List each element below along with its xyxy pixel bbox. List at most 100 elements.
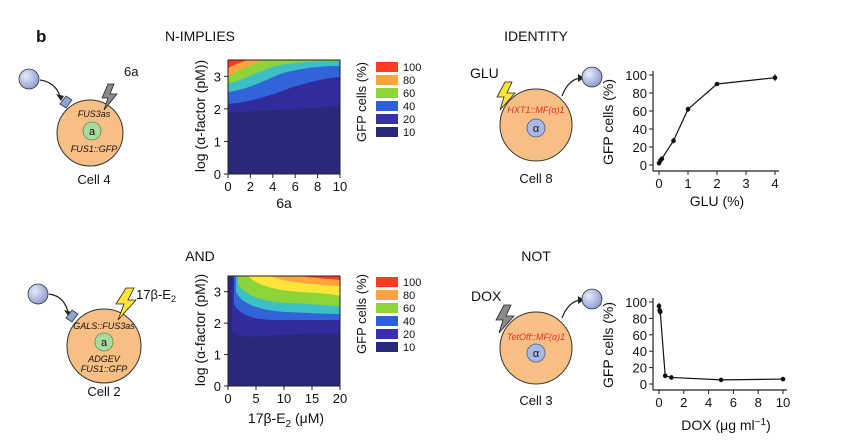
and-ylabel: log (α-factor (pM)) [192, 274, 208, 386]
nimplies-xlabel: 6a [276, 195, 292, 211]
data-point [780, 376, 786, 382]
heatmap-band-80 [270, 276, 340, 286]
lightning-bolt-icon [496, 81, 516, 111]
and-inner-label: a [101, 337, 108, 349]
heatmap-band-60 [228, 60, 340, 84]
x-tick-label: 3 [742, 176, 749, 191]
y-tick-label: 1 [214, 134, 221, 149]
nimplies-input-label: 6a [124, 64, 139, 79]
inner-alpha-circle [526, 343, 546, 363]
colorbar-label: 20 [403, 114, 415, 126]
colorbar-label: 80 [403, 75, 415, 87]
x-tick-label: 1 [684, 176, 691, 191]
inner-a-circle [82, 121, 102, 141]
x-tick-label: 15 [305, 391, 319, 406]
colorbar-label: 10 [403, 127, 415, 139]
ligand-sphere-icon [27, 283, 49, 305]
colorbar-label: 40 [403, 316, 415, 328]
y-tick-label: 0 [214, 167, 221, 182]
colorbar-swatch [376, 114, 398, 124]
y-tick-label: 1 [214, 348, 221, 363]
y-tick-label: 60 [633, 104, 647, 119]
identity-title: IDENTITY [504, 28, 568, 44]
receptor-icon [65, 309, 79, 323]
colorbar-label: 100 [403, 277, 421, 289]
identity-input-label: GLU [470, 65, 499, 81]
not-input-label: DOX [471, 288, 502, 304]
colorbar-label: 20 [403, 329, 415, 341]
x-tick-label: 8 [755, 395, 762, 410]
y-tick-label: 40 [633, 122, 647, 137]
x-tick-label: 0 [655, 395, 662, 410]
inner-a-circle [94, 332, 114, 352]
nimplies-colorbar-title: GFP cells (%) [354, 62, 369, 142]
not-xlabel: DOX (μg ml−1) [681, 417, 770, 433]
ligand-sphere-icon [18, 68, 40, 90]
not-title: NOT [521, 248, 551, 264]
data-point [656, 303, 662, 309]
y-tick-label: 2 [214, 316, 221, 331]
not-inner-label: α [533, 348, 540, 360]
x-tick-label: 2 [680, 395, 687, 410]
y-tick-label: 0 [640, 377, 647, 392]
data-point [662, 373, 668, 379]
y-tick-label: 3 [214, 69, 221, 84]
x-tick-label: 0 [224, 179, 231, 194]
identity-cell-diagram: GLU HXT1::MF(α)1 α Cell 8 [470, 65, 603, 186]
y-tick-label: 0 [640, 158, 647, 173]
y-tick-label: 40 [633, 344, 647, 359]
and-xlabel: 17β-E2 (μM) [248, 410, 324, 430]
and-cell-label: Cell 2 [87, 384, 120, 399]
colorbar-swatch [376, 329, 398, 339]
series-line [658, 306, 784, 381]
lightning-bolt-icon [115, 287, 137, 321]
nimplies-gene-top: FUS3as [78, 109, 111, 119]
data-point [659, 156, 665, 161]
data-point [772, 75, 778, 80]
arrow-icon [561, 299, 581, 319]
colorbar-swatch [376, 88, 398, 98]
and-axes: 0 5 10 15 20 0 1 2 3 [214, 275, 347, 406]
lightning-bolt-icon [101, 83, 118, 111]
x-tick-label: 20 [333, 391, 347, 406]
colorbar-swatch [376, 127, 398, 137]
x-tick-label: 4 [705, 395, 712, 410]
plot-frame [227, 59, 341, 175]
identity-inner-label: α [533, 123, 540, 135]
x-tick-label: 10 [277, 391, 291, 406]
y-tick-label: 3 [214, 285, 221, 300]
and-heatmap: 0 5 10 15 20 0 1 2 3 [214, 275, 347, 406]
x-tick-label: 6 [730, 395, 737, 410]
colorbar-label: 80 [403, 290, 415, 302]
x-tick-label: 0 [224, 391, 231, 406]
and-gene-bottom: FUS1::GFP [81, 364, 128, 374]
colorbar-swatch [376, 316, 398, 326]
identity-cell-label: Cell 8 [519, 171, 552, 186]
nimplies-cell-diagram: 6a FUS3as a FUS1::GFP Cell 4 [18, 64, 139, 187]
not-gene-top: TetOff::MF(α)1 [507, 332, 565, 342]
identity-ylabel: GFP cells (%) [600, 79, 616, 165]
y-tick-label: 0 [214, 379, 221, 394]
lightning-bolt-icon [495, 304, 515, 334]
identity-gene-top: HXT1::MF(α)1 [507, 105, 564, 115]
y-tick-label: 100 [625, 295, 647, 310]
ligand-sphere-icon [581, 288, 603, 310]
arrow-icon [48, 293, 69, 313]
arrow-head-icon [578, 296, 584, 304]
y-tick-label: 80 [633, 311, 647, 326]
x-tick-label: 0 [655, 176, 662, 191]
data-point [657, 309, 663, 315]
colorbar-label: 60 [403, 88, 415, 100]
colorbar-swatch [376, 277, 398, 287]
x-tick-label: 10 [333, 179, 347, 194]
arrow-icon [561, 77, 581, 97]
colorbar-label: 40 [403, 101, 415, 113]
data-point [669, 375, 674, 380]
heatmap-band-100 [228, 60, 248, 68]
nimplies-gene-bottom: FUS1::GFP [71, 144, 118, 154]
heatmap-band-80 [228, 60, 265, 76]
